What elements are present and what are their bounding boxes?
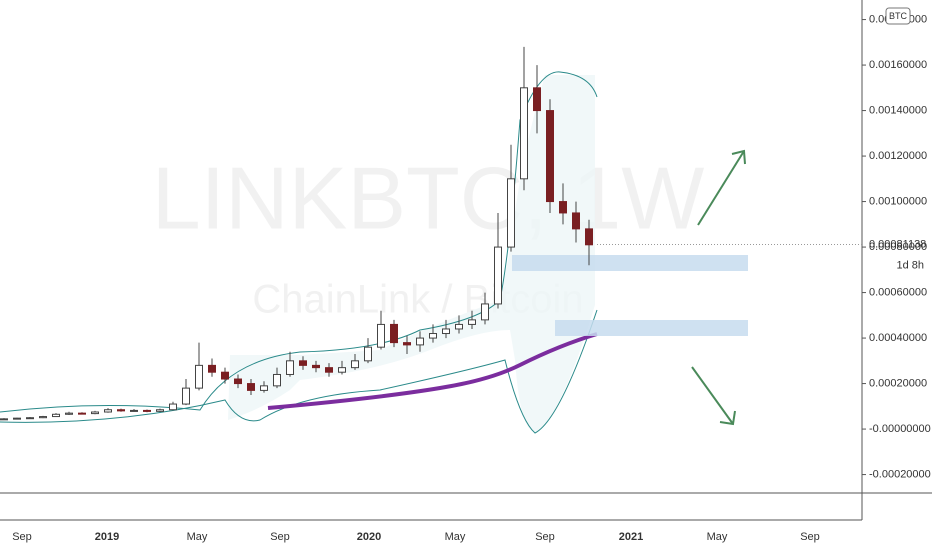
- candle-body: [429, 333, 437, 339]
- arrow-up: [697, 149, 746, 226]
- moving-average-200: [267, 332, 598, 410]
- candle-body: [182, 387, 190, 405]
- x-tick-label: Sep: [800, 531, 820, 543]
- candle-body: [364, 346, 372, 362]
- candle-body: [533, 87, 541, 112]
- candle-body: [208, 364, 216, 373]
- candle-body: [338, 367, 346, 373]
- candle-body: [234, 378, 242, 385]
- y-tick-label: 0.00160000: [869, 59, 927, 71]
- x-tick-label: May: [187, 531, 208, 543]
- candle-body: [351, 360, 359, 369]
- candle-body: [0, 418, 8, 421]
- candle-body: [221, 371, 229, 380]
- x-tick-label: May: [707, 531, 728, 543]
- support-zone: [512, 255, 748, 271]
- candle-body: [299, 360, 307, 366]
- candle-body: [13, 417, 21, 420]
- y-tick-label: 0.00020000: [869, 377, 927, 389]
- candle-body: [286, 360, 294, 375]
- candle-body: [546, 110, 554, 203]
- candle-body: [494, 246, 502, 305]
- candle-body: [312, 364, 320, 369]
- candle-body: [468, 319, 476, 325]
- candle-body: [416, 337, 424, 346]
- bollinger-lower: [0, 309, 598, 434]
- x-tick-label: Sep: [535, 531, 555, 543]
- x-tick-label: May: [445, 531, 466, 543]
- countdown: 1d 8h: [896, 259, 924, 271]
- candle-body: [78, 412, 86, 415]
- y-tick-label: 0.00060000: [869, 286, 927, 298]
- x-tick-label: 2020: [357, 531, 381, 543]
- candle-body: [52, 413, 60, 418]
- y-tick-label: 0.00040000: [869, 332, 927, 344]
- candle-body: [273, 373, 281, 387]
- candle-body: [325, 367, 333, 373]
- candle-body: [442, 328, 450, 335]
- candle-body: [572, 212, 580, 230]
- y-tick-label: -0.00000000: [869, 423, 931, 435]
- candle-body: [143, 409, 151, 412]
- candle-body: [39, 416, 47, 419]
- y-tick-label: 0.00120000: [869, 150, 927, 162]
- candle-body: [455, 323, 463, 330]
- candle-body: [195, 364, 203, 389]
- y-tick-label: 0.00140000: [869, 104, 927, 116]
- candle-body: [481, 303, 489, 321]
- candle-body: [377, 323, 385, 348]
- bollinger-upper: [0, 71, 598, 413]
- candle-body: [559, 201, 567, 214]
- candle-body: [507, 178, 515, 248]
- watermark-symbol: LINKBTC, 1W: [152, 148, 705, 247]
- currency-badge: [885, 7, 911, 25]
- candle-body: [403, 342, 411, 346]
- candle-body: [520, 87, 528, 180]
- candle-body: [26, 417, 34, 420]
- x-tick-label: 2019: [95, 531, 119, 543]
- y-tick-label: 0.00080000: [869, 241, 927, 253]
- candle-body: [390, 323, 398, 344]
- candle-body: [585, 228, 593, 246]
- candle-body: [260, 385, 268, 391]
- currency-badge-text: BTC: [889, 11, 908, 21]
- candle-body: [117, 409, 125, 412]
- candle-body: [169, 403, 177, 411]
- x-tick-label: 2021: [619, 531, 643, 543]
- candle-body: [104, 409, 112, 413]
- support-zone: [555, 320, 748, 336]
- candle-body: [65, 412, 73, 415]
- y-tick-label: -0.00020000: [869, 468, 931, 480]
- arrow-down: [691, 366, 736, 426]
- candle-body: [247, 383, 255, 391]
- x-tick-label: Sep: [270, 531, 290, 543]
- candle-body: [130, 409, 138, 412]
- y-tick-label: 0.00100000: [869, 195, 927, 207]
- candle-body: [91, 411, 99, 415]
- band-fill: [228, 75, 595, 432]
- x-tick-label: Sep: [12, 531, 32, 543]
- last-price-label: 0.00081138: [869, 238, 926, 250]
- candle-body: [156, 409, 164, 412]
